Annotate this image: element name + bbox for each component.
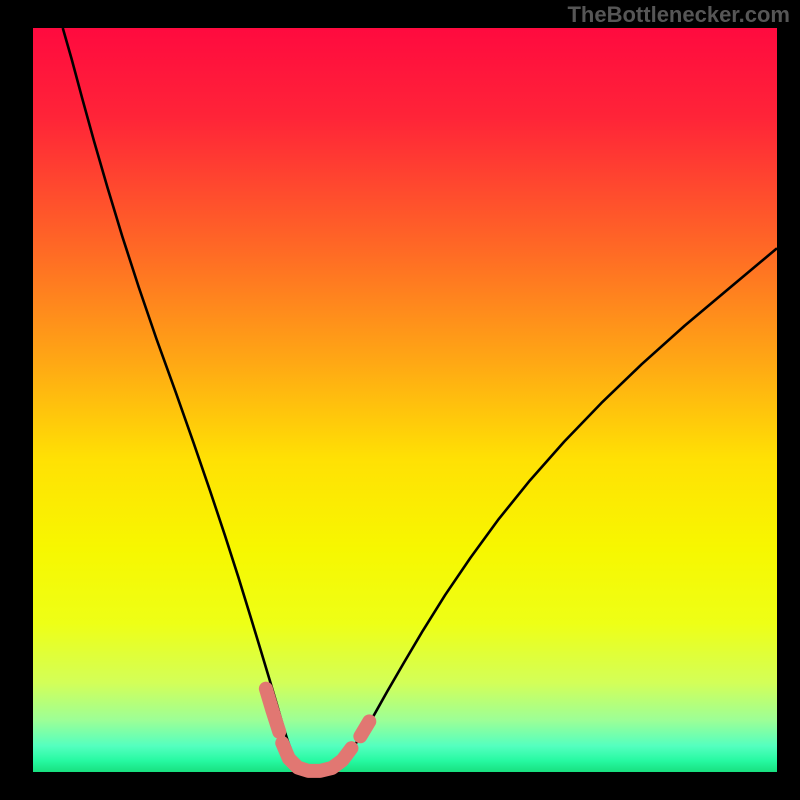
- main-curve: [63, 28, 777, 771]
- overlay-segment-2: [360, 721, 369, 736]
- overlay-group: [266, 689, 369, 771]
- overlay-segment-1: [282, 743, 351, 771]
- stage: TheBottlenecker.com: [0, 0, 800, 800]
- watermark-text: TheBottlenecker.com: [567, 2, 790, 28]
- plot-area: [33, 28, 777, 772]
- curve-layer: [33, 28, 777, 772]
- overlay-segment-0: [266, 689, 279, 732]
